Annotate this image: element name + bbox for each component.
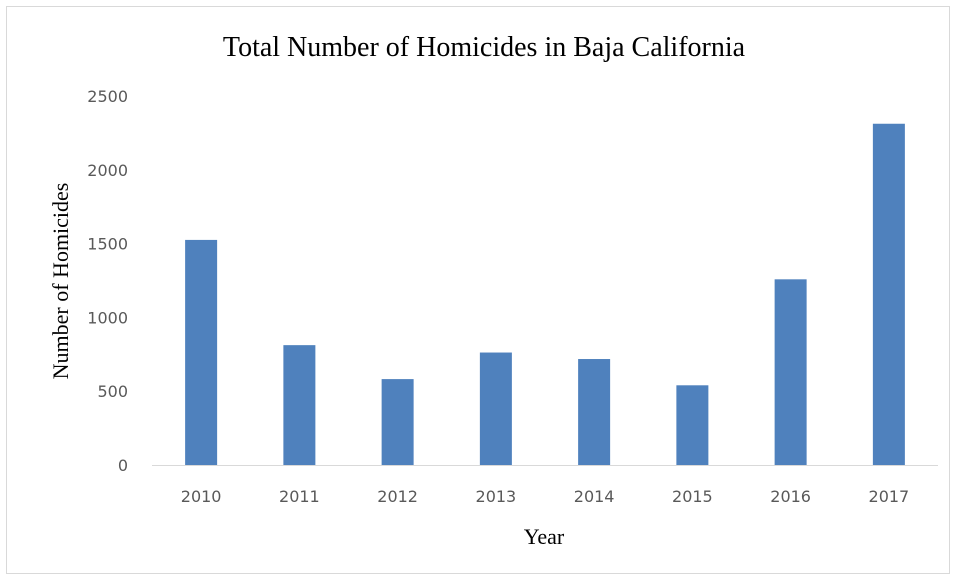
x-tick-label: 2011 — [279, 487, 320, 506]
y-tick-label: 1000 — [87, 308, 128, 327]
bar-2011 — [283, 345, 316, 465]
x-tick-label: 2017 — [869, 487, 910, 506]
x-tick-label: 2013 — [476, 487, 517, 506]
y-tick-label: 1500 — [87, 235, 128, 254]
y-tick-label: 0 — [118, 456, 128, 475]
x-tick-label: 2016 — [770, 487, 811, 506]
y-axis-ticks: 0 500 1000 1500 2000 2500 — [87, 87, 128, 475]
bar-2013 — [479, 352, 512, 465]
bar-2016 — [774, 279, 807, 465]
y-axis-title: Number of Homicides — [48, 183, 73, 380]
chart-title: Total Number of Homicides in Baja Califo… — [223, 32, 746, 63]
bar-2015 — [676, 385, 709, 465]
y-tick-label: 500 — [97, 382, 128, 401]
x-axis-title: Year — [524, 524, 565, 549]
bar-2010 — [185, 239, 218, 465]
bar-2012 — [381, 379, 414, 465]
bars — [185, 123, 905, 465]
y-tick-label: 2000 — [87, 161, 128, 180]
y-tick-label: 2500 — [87, 87, 128, 106]
x-axis-ticks: 2010 2011 2012 2013 2014 2015 2016 2017 — [181, 487, 909, 506]
bar-2014 — [578, 359, 611, 465]
x-tick-label: 2012 — [377, 487, 418, 506]
x-tick-label: 2010 — [181, 487, 222, 506]
bar-2017 — [872, 123, 905, 465]
x-tick-label: 2014 — [574, 487, 615, 506]
x-tick-label: 2015 — [672, 487, 713, 506]
